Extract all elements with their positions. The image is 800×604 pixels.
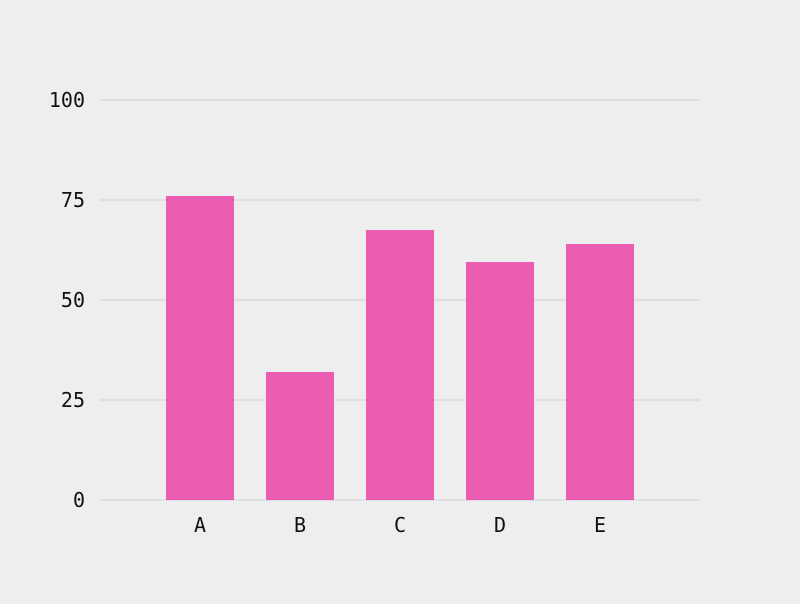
- x-tick-label-E: E: [594, 513, 606, 537]
- y-tick-label-100: 100: [49, 88, 85, 112]
- y-tick-labels: 0 25 50 75 100: [49, 88, 85, 512]
- y-tick-label-75: 75: [61, 188, 85, 212]
- bar-layer: [166, 196, 634, 500]
- bar-C: [366, 230, 434, 500]
- x-tick-labels: A B C D E: [194, 513, 606, 537]
- y-tick-label-0: 0: [73, 488, 85, 512]
- x-tick-label-D: D: [494, 513, 506, 537]
- y-tick-label-25: 25: [61, 388, 85, 412]
- x-tick-label-B: B: [294, 513, 306, 537]
- y-tick-label-50: 50: [61, 288, 85, 312]
- bar-A: [166, 196, 234, 500]
- bar-D: [466, 262, 534, 500]
- x-tick-label-C: C: [394, 513, 406, 537]
- bar-E: [566, 244, 634, 500]
- x-tick-label-A: A: [194, 513, 206, 537]
- bar-B: [266, 372, 334, 500]
